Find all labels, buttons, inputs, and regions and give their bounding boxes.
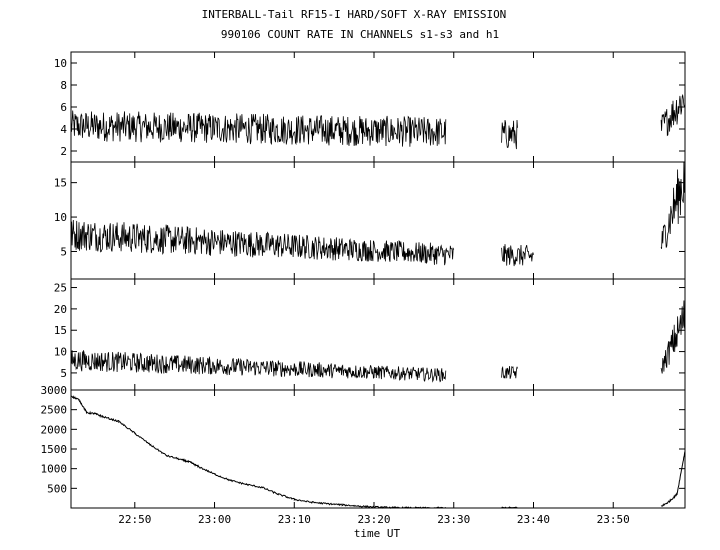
y-tick-label-s3: 15 [54, 324, 67, 337]
x-tick-label: 22:50 [118, 513, 151, 526]
series-line-s2 [660, 161, 686, 249]
y-tick-label-s1: 2 [60, 145, 67, 158]
y-tick-label-s2: 15 [54, 177, 67, 190]
series-line-s3 [501, 365, 518, 379]
y-tick-label-s3: 10 [54, 346, 67, 359]
y-tick-label-s1: 8 [60, 79, 67, 92]
y-tick-label-s1: 6 [60, 101, 67, 114]
series-line-h1 [70, 395, 447, 509]
x-tick-label: 23:00 [198, 513, 231, 526]
y-tick-label-h1: 2500 [41, 404, 68, 417]
x-tick-label: 23:30 [437, 513, 470, 526]
y-tick-label-h1: 1500 [41, 443, 68, 456]
y-tick-label-h1: 3000 [41, 384, 68, 397]
series-line-h1 [660, 451, 686, 507]
x-tick-label: 23:40 [517, 513, 550, 526]
y-tick-label-s1: 10 [54, 57, 67, 70]
y-tick-label-h1: 1000 [41, 463, 68, 476]
x-tick-label: 23:10 [278, 513, 311, 526]
panel-h1: 500 1000 1500 2000 2500 3000 [41, 384, 686, 509]
series-line-s3 [70, 350, 447, 383]
series-line-s2 [70, 219, 455, 266]
y-tick-label-s2: 10 [54, 211, 67, 224]
y-tick-label-s1: 4 [60, 123, 67, 136]
panel-s3: 5 10 15 20 25 [54, 278, 686, 391]
series-line-s1 [501, 119, 518, 150]
chart-title-line-1: INTERBALL-Tail RF15-I HARD/SOFT X-RAY EM… [202, 8, 507, 21]
panel-frame-h1 [70, 389, 686, 509]
series-line-s2 [501, 244, 534, 267]
y-tick-label-s2: 5 [60, 245, 67, 258]
y-tick-label-h1: 2000 [41, 423, 68, 436]
series-line-s1 [70, 110, 447, 147]
panel-s2: 5 10 15 [54, 161, 686, 280]
x-tick-label: 23:20 [357, 513, 390, 526]
y-tick-label-s3: 20 [54, 303, 67, 316]
x-tick-label: 23:50 [597, 513, 630, 526]
x-axis-label: time UT [354, 527, 401, 540]
panel-frame-s1 [70, 51, 686, 163]
y-tick-label-s3: 5 [60, 367, 67, 380]
chart-title-line-2: 990106 COUNT RATE IN CHANNELS s1-s3 and … [221, 28, 499, 41]
y-tick-label-h1: 500 [47, 482, 67, 495]
series-line-h1 [501, 506, 518, 509]
series-line-s3 [660, 300, 686, 374]
panel-s1: 2 4 6 8 10 [54, 51, 686, 163]
y-tick-label-s3: 25 [54, 282, 67, 295]
series-line-s1 [660, 93, 686, 137]
chart-panels: 2 4 6 8 10 5 10 15 5 10 15 20 25 500 1000 1500 2000 2500 3… [41, 51, 686, 509]
x-axis: 22:50 23:00 23:10 23:20 23:30 23:40 23:50 [118, 513, 630, 526]
